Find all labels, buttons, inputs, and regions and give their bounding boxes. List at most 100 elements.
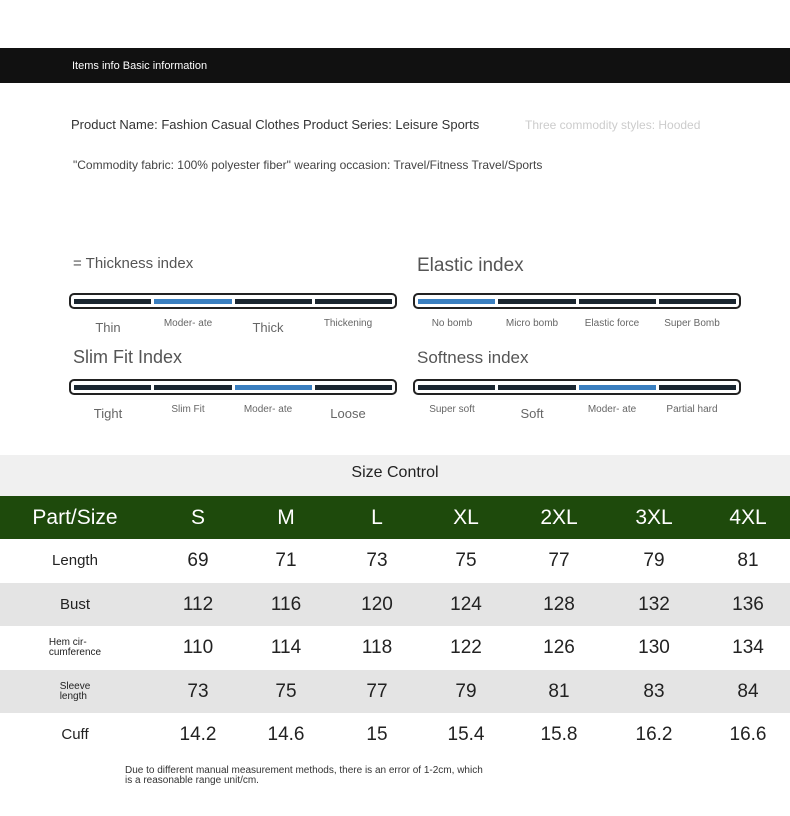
table-row: Bust 112 116 120 124 128 132 136 [0, 582, 790, 627]
table-cell: 132 [638, 593, 670, 615]
index-segment [578, 298, 656, 304]
index-option: Thick [252, 320, 284, 335]
table-cell: 126 [543, 637, 575, 658]
index-option: Moder- ate [163, 318, 213, 329]
table-cell: 128 [543, 593, 575, 615]
table-cell: 2XL [540, 506, 578, 529]
index-segment [418, 384, 496, 390]
table-cell: 84 [737, 680, 759, 702]
table-cell: 118 [361, 637, 393, 658]
product-line: Product Name: Fashion Casual Clothes Pro… [71, 117, 480, 132]
index-segment [234, 384, 312, 390]
index-option: Slim Fit [171, 404, 205, 415]
table-cell: 15 [366, 724, 388, 745]
table-cell: 77 [548, 550, 570, 571]
index-option: Micro bomb [505, 318, 559, 329]
table-cell: 4XL [729, 506, 767, 529]
table-cell: 75 [275, 680, 297, 702]
table-cell: 81 [737, 550, 759, 571]
table-cell: 16.2 [635, 724, 673, 745]
table-row: Hem cir- cumference 110 114 118 122 126 130 134 [0, 626, 790, 670]
table-cell: 112 [182, 593, 214, 615]
table-cell: 79 [643, 550, 665, 571]
index-option: Partial hard [666, 404, 718, 415]
table-row: Cuff 14.2 14.6 15 15.4 15.8 16.2 16.6 [0, 713, 790, 757]
index-option: Thickening [323, 318, 373, 329]
table-cell: 114 [270, 637, 302, 658]
index-segment [234, 298, 312, 304]
header-bar [0, 48, 790, 83]
header-title: Items info Basic information [72, 60, 208, 72]
index-bar [69, 293, 397, 309]
table-cell: 14.6 [267, 724, 305, 745]
index-segment [498, 384, 576, 390]
index-segment [154, 298, 232, 304]
index-option: Elastic force [584, 318, 640, 329]
index-segment [314, 384, 392, 390]
index-segment [418, 298, 496, 304]
index-bar [413, 293, 741, 309]
table-cell: S [190, 506, 205, 529]
table-cell: 73 [187, 680, 209, 702]
table-cell: 79 [455, 680, 477, 702]
index-segment [74, 298, 152, 304]
index-title: Softness index [417, 348, 529, 367]
table-cell: 122 [450, 637, 482, 658]
table-row: Sleeve length 73 75 77 79 81 83 84 [0, 669, 790, 714]
table-cell: 136 [732, 593, 764, 615]
table-cell: 15.4 [447, 724, 485, 745]
index-option: Soft [520, 406, 544, 421]
table-cell: L [371, 506, 383, 529]
index-option: Super Bomb [664, 318, 720, 329]
index-segment [498, 298, 576, 304]
table-cell: Sleeve length [59, 680, 91, 702]
table-cell: 16.6 [729, 724, 767, 745]
table-cell: Part/Size [32, 506, 118, 529]
table-cell: Bust [59, 595, 90, 613]
index-title: = Thickness index [73, 255, 194, 272]
product-line: "Commodity fabric: 100% polyester fiber"… [73, 158, 543, 172]
index-segment [658, 298, 736, 304]
index-segment [154, 384, 232, 390]
table-cell: 73 [366, 550, 388, 571]
table-cell: 130 [638, 637, 670, 658]
table-cell: 120 [361, 593, 393, 615]
table-cell: 83 [643, 680, 665, 702]
index-bar [413, 379, 741, 395]
table-cell: M [277, 506, 295, 529]
index-option: Thin [95, 320, 121, 335]
table-cell: 116 [270, 593, 302, 615]
table-cell: 3XL [635, 506, 673, 529]
table-cell: XL [453, 506, 479, 529]
table-title-band [0, 455, 790, 496]
table-cell: 14.2 [179, 724, 217, 745]
table-cell: Length [52, 552, 98, 569]
index-segment [658, 384, 736, 390]
index-segment [314, 298, 392, 304]
table-cell: Hem cir- cumference [48, 637, 102, 658]
index-option: No bomb [431, 318, 473, 329]
index-option: Tight [93, 406, 123, 421]
index-segment [578, 384, 656, 390]
table-cell: 71 [275, 550, 297, 571]
table-cell: 75 [455, 550, 477, 571]
table-title: Size Control [351, 464, 439, 481]
table-cell: 77 [366, 680, 388, 702]
table-cell: 69 [187, 550, 209, 571]
index-title: Slim Fit Index [73, 347, 183, 367]
index-option: Super soft [429, 404, 475, 415]
table-cell: 124 [450, 593, 482, 615]
table-cell: 81 [548, 680, 570, 702]
index-option: Loose [330, 406, 366, 421]
table-cell: 110 [182, 637, 214, 658]
table-header: Part/Size S M L XL 2XL 3XL 4XL [0, 496, 790, 540]
index-option: Moder- ate [587, 404, 637, 415]
table-cell: Cuff [61, 726, 89, 743]
footnote: Due to different manual measurement meth… [125, 765, 483, 786]
index-segment [74, 384, 152, 390]
table-row: Length 69 71 73 75 77 79 81 [0, 539, 790, 583]
index-title: Elastic index [417, 255, 524, 276]
index-bar [69, 379, 397, 395]
table-cell: 15.8 [540, 724, 578, 745]
